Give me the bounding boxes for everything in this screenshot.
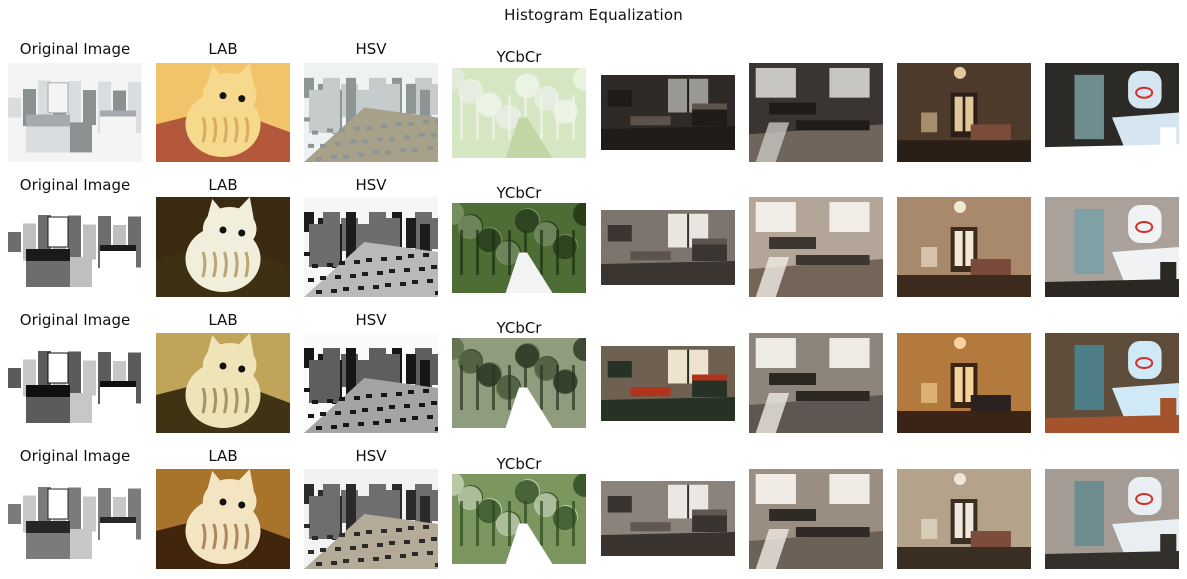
dark-lounge-image xyxy=(749,63,883,162)
warm-hall-image xyxy=(897,197,1031,297)
column-title: YCbCr xyxy=(496,319,542,337)
column-title: Original Image xyxy=(19,311,131,329)
column-title: LAB xyxy=(208,176,238,194)
dark-living-room-image xyxy=(601,75,735,150)
city-rooftops-image xyxy=(8,197,142,297)
forest-road-image xyxy=(452,68,586,158)
bedroom-image xyxy=(1045,469,1179,569)
dark-lounge-image xyxy=(749,197,883,297)
city-aerial-image xyxy=(304,197,438,297)
dark-living-room-image xyxy=(601,481,735,556)
dark-lounge-image xyxy=(749,469,883,569)
warm-hall-image xyxy=(897,63,1031,162)
kitten-image xyxy=(156,333,290,433)
kitten-image xyxy=(156,197,290,297)
column-title: LAB xyxy=(208,447,238,465)
column-title: Original Image xyxy=(19,40,131,58)
column-title: LAB xyxy=(208,40,238,58)
kitten-image xyxy=(156,63,290,162)
forest-road-image xyxy=(452,203,586,293)
column-title: YCbCr xyxy=(496,184,542,202)
column-title: Original Image xyxy=(19,447,131,465)
city-aerial-image xyxy=(304,63,438,162)
city-rooftops-image xyxy=(8,333,142,433)
kitten-image xyxy=(156,469,290,569)
dark-living-room-image xyxy=(601,210,735,285)
column-title: YCbCr xyxy=(496,455,542,473)
column-title: HSV xyxy=(355,176,387,194)
forest-road-image xyxy=(452,338,586,428)
city-aerial-image xyxy=(304,333,438,433)
city-rooftops-image xyxy=(8,63,142,162)
bedroom-image xyxy=(1045,63,1179,162)
bedroom-image xyxy=(1045,197,1179,297)
figure-title: Histogram Equalization xyxy=(504,6,683,24)
dark-lounge-image xyxy=(749,333,883,433)
column-title: HSV xyxy=(355,447,387,465)
column-title: Original Image xyxy=(19,176,131,194)
forest-road-image xyxy=(452,474,586,564)
column-title: HSV xyxy=(355,311,387,329)
dark-living-room-image xyxy=(601,346,735,421)
warm-hall-image xyxy=(897,469,1031,569)
city-aerial-image xyxy=(304,469,438,569)
warm-hall-image xyxy=(897,333,1031,433)
column-title: YCbCr xyxy=(496,48,542,66)
column-title: LAB xyxy=(208,311,238,329)
column-title: HSV xyxy=(355,40,387,58)
bedroom-image xyxy=(1045,333,1179,433)
city-rooftops-image xyxy=(8,469,142,569)
